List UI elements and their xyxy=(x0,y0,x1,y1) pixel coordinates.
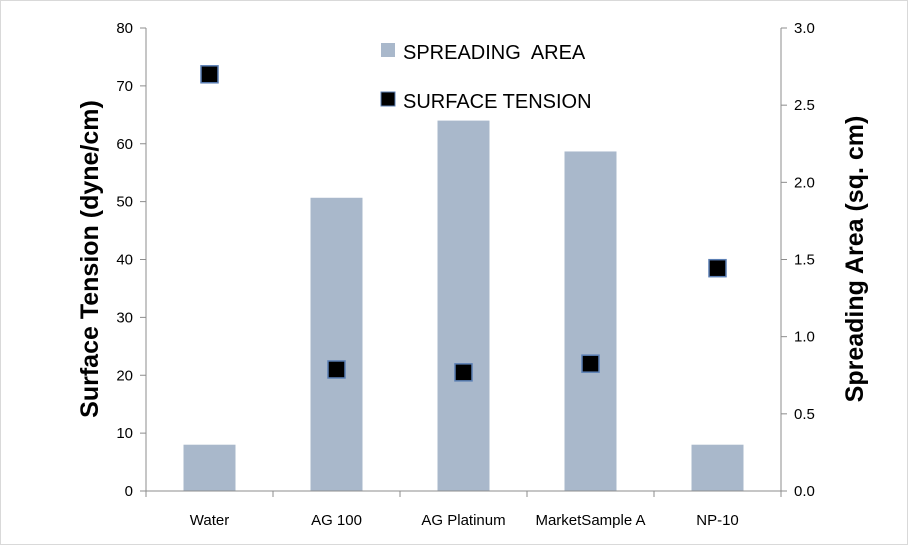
left-tick-label-50: 50 xyxy=(116,194,133,211)
left-tick-label-70: 70 xyxy=(116,78,133,95)
left-tick-label-0: 0 xyxy=(125,483,133,500)
right-tick-label-0-5: 0.5 xyxy=(794,406,815,423)
legend-label-surface-tension: SURFACE TENSION xyxy=(403,91,592,113)
x-tick-label-water: Water xyxy=(190,512,229,529)
legend-label-spreading-area: SPREADING AREA xyxy=(403,42,586,64)
marker-np-10 xyxy=(708,258,727,278)
bars-layer xyxy=(183,120,744,491)
axes-layer xyxy=(140,27,787,497)
bar-np-10 xyxy=(691,444,744,491)
left-tick-label-40: 40 xyxy=(116,252,133,269)
bar-water xyxy=(183,444,236,491)
left-tick-label-10: 10 xyxy=(116,425,133,442)
left-tick-label-80: 80 xyxy=(116,20,133,37)
left-axis-title: Surface Tension (dyne/cm) xyxy=(76,100,104,418)
right-axis-title: Spreading Area (sq. cm) xyxy=(841,116,869,403)
right-tick-label-0-0: 0.0 xyxy=(794,483,815,500)
right-tick-label-1-0: 1.0 xyxy=(794,329,815,346)
x-tick-label-ag-100: AG 100 xyxy=(311,512,362,529)
legend-swatch-spreading-area xyxy=(381,43,395,57)
bar-ag-platinum xyxy=(437,120,490,491)
labels-layer: 0 10 20 30 40 50 60 70 80 0.0 0.5 1.0 1.5 2.0 2.5 3.0 Wa… xyxy=(116,20,815,529)
marker-ag-100 xyxy=(327,360,346,379)
marker-water xyxy=(200,65,219,84)
right-tick-label-2-0: 2.0 xyxy=(794,174,815,191)
left-tick-label-60: 60 xyxy=(116,136,133,153)
legend: SPREADING AREA SURFACE TENSION xyxy=(380,42,592,113)
right-tick-label-1-5: 1.5 xyxy=(794,252,815,269)
bar-ag-100 xyxy=(310,197,363,491)
left-tick-label-20: 20 xyxy=(116,367,133,384)
x-tick-label-np-10: NP-10 xyxy=(696,512,739,529)
marker-marketsample-a xyxy=(581,354,600,373)
bar-marketsample-a xyxy=(564,151,617,491)
left-tick-label-30: 30 xyxy=(116,309,133,326)
x-tick-label-marketsample-a: MarketSample A xyxy=(535,512,645,529)
marker-ag-platinum xyxy=(454,363,473,382)
legend-swatch-surface-tension xyxy=(380,91,396,107)
markers-layer xyxy=(200,65,727,382)
right-tick-label-2-5: 2.5 xyxy=(794,97,815,114)
x-tick-label-ag-platinum: AG Platinum xyxy=(421,512,505,529)
right-tick-label-3-0: 3.0 xyxy=(794,20,815,37)
